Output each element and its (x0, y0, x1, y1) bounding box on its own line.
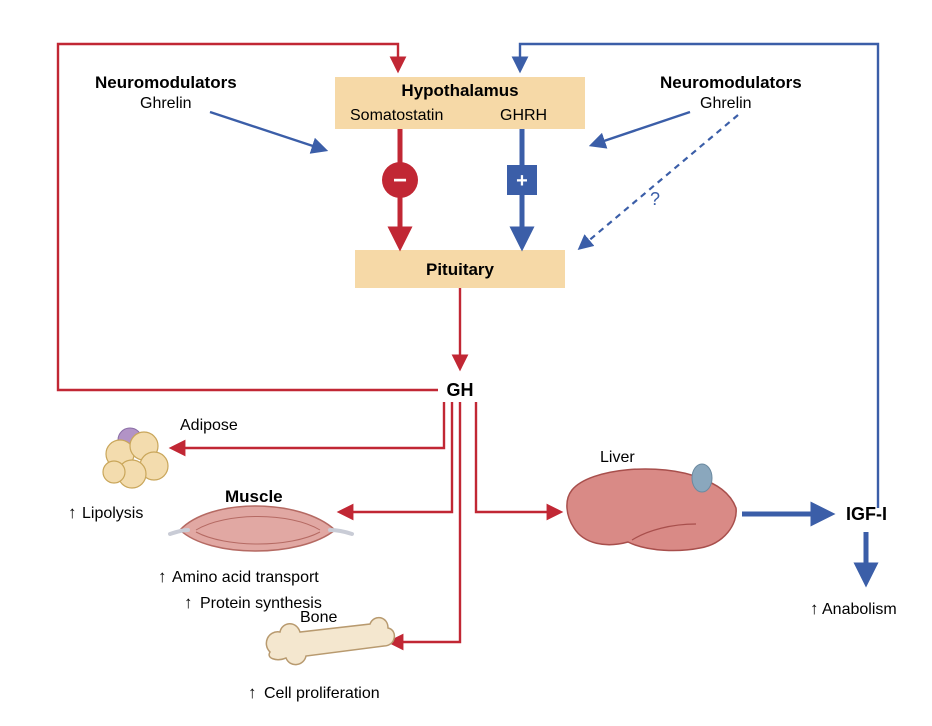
aa-transport-label: Amino acid transport (172, 569, 319, 586)
bone-label: Bone (300, 609, 337, 626)
anabolism-label: Anabolism (822, 601, 897, 618)
cellprolif-up: ↑ (248, 683, 257, 702)
arrow-neuromod-right (592, 112, 690, 145)
gh-label: GH (447, 380, 474, 400)
igf1-label: IGF-I (846, 504, 887, 524)
neuromod-right-title: Neuromodulators (660, 73, 802, 92)
plus-sign: + (516, 170, 528, 192)
neuromod-left-title: Neuromodulators (95, 73, 237, 92)
muscle-icon (170, 506, 352, 551)
liver-label: Liver (600, 449, 635, 466)
muscle-label: Muscle (225, 487, 283, 506)
anabolism-up: ↑ (810, 599, 819, 618)
arrow-gh-bone (390, 402, 460, 642)
minus-sign: − (393, 167, 407, 194)
neuromod-left-sub: Ghrelin (140, 95, 192, 112)
lipolysis-up: ↑ (68, 503, 77, 522)
neuromod-right-sub: Ghrelin (700, 95, 752, 112)
arrow-neuromod-right-dashed (580, 115, 738, 248)
aa-up: ↑ (158, 567, 167, 586)
hypothalamus-title: Hypothalamus (401, 81, 518, 100)
protein-up: ↑ (184, 593, 193, 612)
arrow-neuromod-left (210, 112, 325, 150)
liver-icon (567, 464, 736, 550)
somatostatin-label: Somatostatin (350, 107, 443, 124)
lipolysis-label: Lipolysis (82, 505, 143, 522)
adipose-label: Adipose (180, 417, 238, 434)
adipose-icon (103, 428, 168, 488)
arrow-gh-liver (476, 402, 560, 512)
ghrh-label: GHRH (500, 107, 547, 124)
pituitary-label: Pituitary (426, 260, 495, 279)
cellprolif-label: Cell proliferation (264, 685, 380, 702)
question-label: ? (650, 189, 660, 209)
arrow-gh-muscle (340, 402, 452, 512)
